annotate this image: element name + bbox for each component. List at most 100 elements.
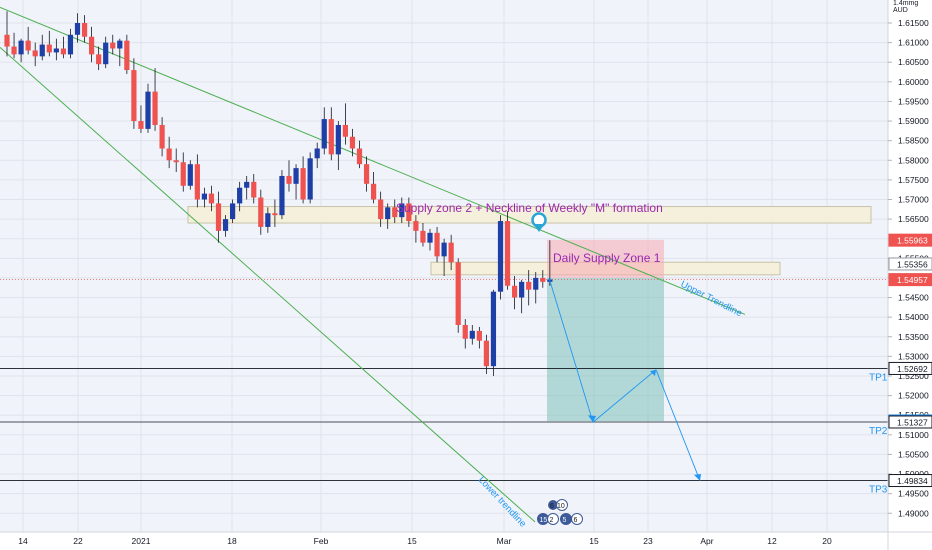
candle-down <box>173 160 179 163</box>
candle-up <box>117 40 123 49</box>
y-tick-label: 1.49000 <box>898 508 929 518</box>
candle-up <box>74 23 81 35</box>
upper-trendline <box>0 6 746 315</box>
candle-up <box>533 277 539 290</box>
y-tick-label: 1.58500 <box>898 136 929 146</box>
candle-down <box>526 281 532 290</box>
event-count: 10 <box>557 503 565 510</box>
candle-down <box>476 330 482 341</box>
y-tick-label: 1.61000 <box>898 38 929 48</box>
candle-up <box>490 291 497 367</box>
candle-up <box>335 124 341 155</box>
candle-down <box>455 262 461 325</box>
time-axis[interactable] <box>0 532 932 550</box>
candle-up <box>222 219 229 231</box>
candle-down <box>159 124 165 149</box>
x-tick-label: 18 <box>227 536 237 546</box>
price-marker-label: 1.55356 <box>897 259 928 269</box>
projection-path <box>531 212 701 481</box>
tp-level-label: TP3 <box>869 485 888 496</box>
candle-down <box>356 148 363 165</box>
price-marker-label: 1.54957 <box>897 275 928 285</box>
x-tick-label: 20 <box>822 536 832 546</box>
x-tick-label: 15 <box>407 536 417 546</box>
short-position-tool[interactable] <box>547 239 664 422</box>
x-tick-label: 2021 <box>132 536 151 546</box>
economic-event-icon <box>556 499 568 511</box>
candle-down <box>413 221 419 231</box>
candle-up <box>67 34 74 55</box>
candle-down <box>60 48 66 55</box>
zones <box>187 206 872 276</box>
candle-down <box>406 203 412 222</box>
x-tick-label: Apr <box>700 536 713 546</box>
x-tick-label: Feb <box>314 536 329 546</box>
tp-levels: TP1 TP2 TP3 <box>0 279 888 496</box>
candle-down <box>504 221 511 286</box>
candle-up <box>103 42 109 65</box>
candle-up <box>201 193 207 200</box>
x-tick-label: 14 <box>18 536 28 546</box>
x-tick-label: Mar <box>497 536 512 546</box>
y-tick-label: 1.57500 <box>898 175 929 185</box>
y-tick-label: 1.58000 <box>898 155 929 165</box>
y-tick-label: 1.56500 <box>898 214 929 224</box>
candle-down <box>371 183 377 200</box>
x-tick-label: 22 <box>73 536 83 546</box>
candle-down <box>349 136 356 149</box>
y-tick-label: 1.54500 <box>898 293 929 303</box>
candle-down <box>4 34 10 47</box>
candle-up <box>469 330 475 339</box>
candle-up <box>427 232 433 243</box>
y-tick-label: 1.59500 <box>898 96 929 106</box>
price-marker-label: 1.51327 <box>897 417 928 427</box>
symbol-label: 1.4mmg <box>893 0 918 7</box>
candle-up <box>53 48 59 53</box>
candle-up <box>497 221 504 292</box>
take-profit-area <box>547 277 664 422</box>
price-marker-label: 1.49834 <box>897 476 928 486</box>
economic-event-icon <box>547 513 559 525</box>
candle-up <box>145 91 151 129</box>
price-marker-box <box>888 361 932 375</box>
candle-down <box>180 162 186 186</box>
candle-up <box>237 187 243 204</box>
candle-up <box>187 164 193 186</box>
candle-down <box>194 164 200 200</box>
event-count: 6 <box>574 517 578 524</box>
pin-tip <box>533 224 545 232</box>
candle-down <box>342 124 348 137</box>
event-count: 6 <box>550 503 554 510</box>
candle-up <box>307 158 313 200</box>
candle-up <box>519 281 525 298</box>
supply-zone-2-label: Supply zone 2 + Neckline of Weekly "M" f… <box>396 201 663 215</box>
y-tick-label: 1.49500 <box>898 489 929 499</box>
tp-level-label: TP1 <box>869 372 888 383</box>
stop-loss-area <box>547 239 664 278</box>
arrow-head-icon <box>650 369 656 376</box>
candle-up <box>39 44 45 57</box>
y-tick-label: 1.52000 <box>898 391 929 401</box>
candle-up <box>18 40 24 55</box>
location-pin-icon <box>531 212 547 232</box>
y-tick-label: 1.53500 <box>898 332 929 342</box>
arrow-head-icon <box>694 474 701 481</box>
candle-up <box>265 213 271 227</box>
price-marker-box <box>888 415 932 429</box>
x-tick-label: 12 <box>767 536 777 546</box>
candle-down <box>483 340 489 367</box>
candle-down <box>166 148 172 161</box>
price-marker-box <box>888 257 932 271</box>
event-count: 2 <box>550 517 554 524</box>
price-marker-box <box>888 233 932 247</box>
candle-down <box>208 193 215 204</box>
candle-down <box>46 44 52 53</box>
trendlines <box>0 6 746 523</box>
y-tick-label: 1.59000 <box>898 116 929 126</box>
y-tick-label: 1.53000 <box>898 351 929 361</box>
candle-down <box>152 91 158 125</box>
candle-down <box>11 46 17 55</box>
candle-down <box>138 121 144 129</box>
